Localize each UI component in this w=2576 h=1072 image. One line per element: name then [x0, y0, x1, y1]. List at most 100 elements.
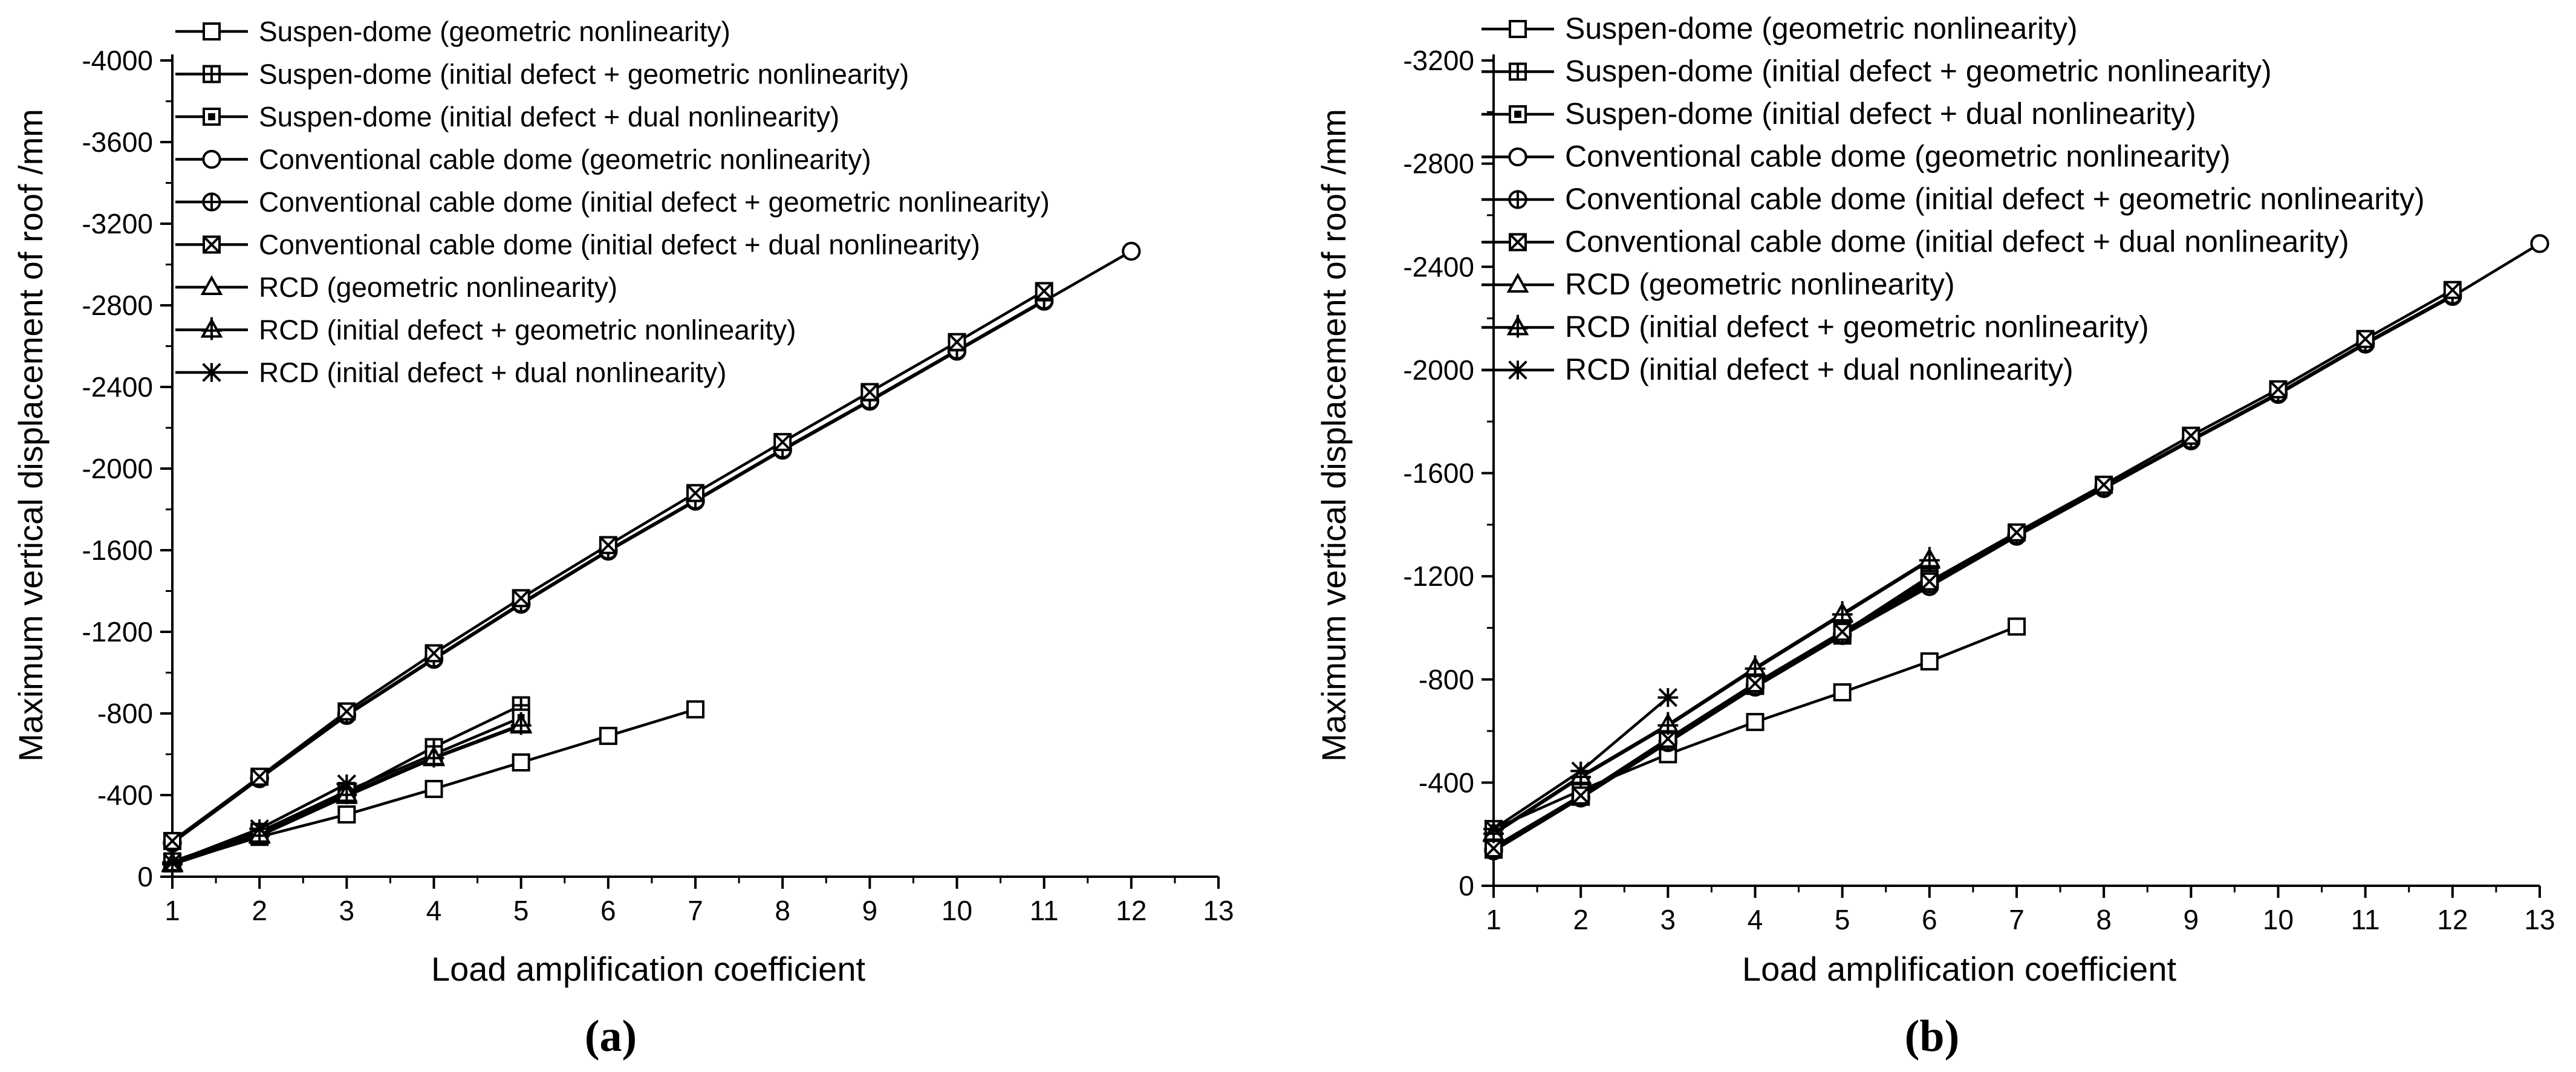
chart-a-series-5-point-stroke: [337, 703, 356, 721]
chart-a-series-5-point-stroke: [860, 383, 879, 401]
chart-a-x-tick-label: 1: [164, 895, 180, 926]
chart-a-legend-label: Conventional cable dome (initial defect …: [259, 229, 980, 261]
chart-b-series-5-point-stroke: [2095, 476, 2113, 494]
chart-a-legend-item: RCD (initial defect + geometric nonlinea…: [175, 314, 796, 346]
chart-b-legend-item: RCD (initial defect + geometric nonlinea…: [1482, 310, 2149, 344]
chart-b-series-3-point-shape: [2530, 234, 2549, 253]
chart-a-series-8-point: [162, 853, 183, 872]
chart-a-y-tick-label: -2800: [82, 290, 153, 321]
chart-a-x-tick-label: 13: [1203, 895, 1234, 926]
chart-a-ylabel: Maximum vertical displacement of roof /m…: [11, 109, 50, 762]
chart-b-series-5-point: [2008, 523, 2026, 542]
chart-b-legend-marker: [1508, 360, 1528, 380]
chart-b-legend-label: RCD (geometric nonlinearity): [1565, 267, 1955, 301]
chart-a-legend-marker: [201, 363, 222, 382]
chart-a-series-5-point-stroke: [250, 768, 268, 786]
chart-a-series-5-point-stroke: [948, 333, 966, 351]
chart-a-series-8-point: [336, 774, 357, 794]
chart-b-series-5-point-stroke: [2269, 380, 2287, 398]
chart-a-series-7-point: [423, 744, 445, 768]
chart-b-y-tick-label: -2000: [1403, 354, 1474, 386]
chart-b-panel-label: (b): [1905, 1012, 1959, 1061]
chart-b-series-7-point: [1656, 712, 1679, 735]
chart-a-legend-marker: [203, 22, 221, 41]
chart-a-series-8-point: [249, 819, 270, 839]
chart-b-legend-label: Conventional cable dome (geometric nonli…: [1565, 140, 2231, 174]
chart-b-legend-item: RCD (geometric nonlinearity): [1482, 267, 1955, 301]
chart-b-axes: 1 2 3 4 5 6 7 8 9 10 11 12 130-400-800-1200-1600-200…: [1403, 45, 2555, 935]
chart-a-series-5-point: [860, 383, 879, 401]
chart-b-legend-item: Suspen-dome (initial defect + geometric …: [1482, 54, 2272, 88]
chart-b-legend: Suspen-dome (geometric nonlinearity) Susp…: [1482, 11, 2425, 386]
chart-a-series-0-point: [337, 805, 356, 824]
chart-b-legend-marker-shape: [1509, 20, 1527, 38]
chart-a-legend-marker: [200, 275, 223, 296]
chart-b-legend-item: Suspen-dome (initial defect + dual nonli…: [1482, 97, 2196, 131]
chart-b-series-0-point: [1833, 683, 1852, 702]
chart-b-legend-label: Conventional cable dome (initial defect …: [1565, 225, 2349, 259]
chart-b-series-5-point-stroke: [2008, 524, 2026, 542]
chart-a-panel-label: (a): [585, 1012, 637, 1061]
chart-a-series-5-point-stroke: [773, 433, 792, 451]
chart-a-series-7-point: [510, 712, 533, 735]
chart-a-x-tick-label: 6: [600, 895, 616, 926]
chart-a-series-3-point-shape: [1122, 241, 1141, 261]
chart-a-x-tick-label: 10: [942, 895, 972, 926]
chart-b-legend-label: Suspen-dome (geometric nonlinearity): [1565, 11, 2078, 45]
chart-b-series-5-point: [1572, 786, 1590, 805]
chart-b-x-tick-label: 4: [1748, 904, 1763, 935]
chart-a-legend-item: Suspen-dome (initial defect + geometric …: [175, 59, 909, 90]
chart-a-series-5-point: [424, 644, 443, 663]
chart-a-series-0-point-shape: [599, 727, 617, 746]
chart-a-x-tick-label: 3: [339, 895, 355, 926]
chart-b-series-5-point-stroke: [1572, 787, 1590, 805]
chart-a-series-0-point: [686, 700, 704, 719]
chart-b-series-0-point-shape: [1746, 713, 1764, 732]
chart-a-legend-item: Suspen-dome (initial defect + dual nonli…: [175, 101, 839, 132]
chart-a-series-5-point-stroke: [1035, 282, 1053, 300]
chart-b-series-3-point: [2530, 234, 2549, 253]
chart-b-series-0-point: [2008, 617, 2026, 636]
chart-a-x-tick-label: 9: [862, 895, 878, 926]
chart-b-x-tick-label: 6: [1922, 904, 1937, 935]
chart-a-y-tick-label: 0: [137, 861, 153, 892]
chart-a-series-0-point: [512, 753, 530, 772]
chart-a-legend-item: Conventional cable dome (initial defect …: [175, 229, 980, 261]
chart-b-series-7-point: [1831, 601, 1854, 624]
chart-b-x-tick-label: 9: [2184, 904, 2199, 935]
chart-b-x-tick-label: 8: [2096, 904, 2112, 935]
chart-a-series-5-point: [686, 484, 704, 502]
chart-b-series-5-point-stroke: [1833, 623, 1852, 641]
chart-a-axes: 1 2 3 4 5 6 7 8 9 10 11 12 130-400-800-1200-1600-200…: [82, 45, 1234, 926]
chart-a-legend-marker: [203, 108, 221, 126]
chart-a-legend-marker: [203, 235, 221, 254]
chart-a-y-tick-label: -2000: [82, 453, 153, 484]
chart-a-series-0-point: [424, 779, 443, 798]
chart-b-x-tick-label: 12: [2437, 904, 2468, 935]
chart-a-legend-item: Conventional cable dome (geometric nonli…: [175, 144, 871, 175]
chart-panel-b: 1 2 3 4 5 6 7 8 9 10 11 12 130-400-800-1200-1600-200…: [1315, 11, 2555, 1061]
chart-b-legend-item: Conventional cable dome (initial defect …: [1482, 225, 2349, 259]
chart-a-series-5-point-stroke: [425, 645, 443, 662]
chart-b-x-tick-label: 11: [2351, 904, 2380, 935]
chart-a-legend: Suspen-dome (geometric nonlinearity) Susp…: [175, 16, 1050, 388]
chart-b-legend-marker: [1508, 190, 1527, 209]
chart-a-legend-label: Suspen-dome (initial defect + geometric …: [259, 59, 909, 90]
chart-a-series-5-point: [163, 831, 181, 850]
chart-b-series-5-line: [1492, 288, 2453, 850]
chart-a-legend-label: Suspen-dome (initial defect + dual nonli…: [259, 101, 839, 132]
chart-a-y-tick-label: -3200: [82, 208, 153, 239]
chart-a-series: [161, 241, 1141, 874]
chart-a-y-tick-label: -1600: [82, 534, 153, 566]
chart-a-y-tick-label: -4000: [82, 45, 153, 76]
chart-b-legend-label: RCD (initial defect + geometric nonlinea…: [1565, 310, 2149, 344]
chart-a-legend-marker-dot: [208, 113, 215, 120]
chart-a-legend-marker: [202, 149, 221, 169]
chart-b-legend-marker: [1509, 233, 1527, 252]
chart-b-y-tick-label: -2800: [1403, 148, 1474, 180]
chart-a-x-tick-label: 8: [775, 895, 790, 926]
chart-b-series-5-point-stroke: [2444, 281, 2462, 299]
chart-a-series-5-point-stroke: [163, 832, 181, 850]
chart-b-series-0-point: [1746, 713, 1764, 732]
